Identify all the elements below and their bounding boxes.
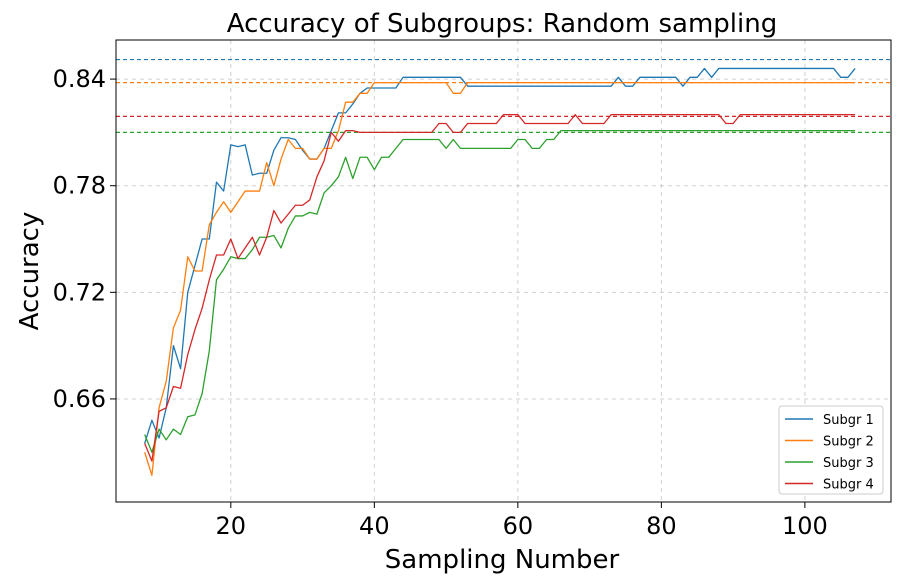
legend-label: Subgr 1 [823,413,874,428]
y-tick-label: 0.84 [53,65,106,93]
chart-title: Accuracy of Subgroups: Random sampling [227,9,778,39]
x-tick-label: 100 [782,512,828,540]
y-tick-label: 0.66 [53,385,106,413]
series-line-subgr-4 [144,113,856,462]
series-line-subgr-1 [144,67,856,444]
y-tick-label: 0.72 [53,278,106,306]
reference-lines [116,58,891,133]
series-group [144,67,856,477]
y-tick-label: 0.78 [53,172,106,200]
legend-label: Subgr 2 [823,435,874,450]
x-tick-label: 20 [216,512,247,540]
x-tick-label: 60 [503,512,534,540]
legend-label: Subgr 4 [823,478,874,493]
series-line-subgr-3 [144,129,856,453]
y-axis-label: Accuracy [15,212,45,331]
grid [116,40,891,502]
plot-frame [115,39,892,503]
x-axis-label: Sampling Number [385,545,620,575]
plot-area [115,39,892,503]
x-tick-label: 80 [646,512,677,540]
series-line-subgr-2 [144,82,856,477]
x-tick-label: 40 [359,512,390,540]
legend-label: Subgr 3 [823,456,874,471]
y-axis-ticks: 0.66 0.72 0.78 0.84 [53,65,116,413]
x-axis-ticks: 20 40 60 80 100 [216,502,828,540]
legend: Subgr 1 Subgr 2 Subgr 3 Subgr 4 [778,405,884,495]
legend-box [778,405,884,495]
